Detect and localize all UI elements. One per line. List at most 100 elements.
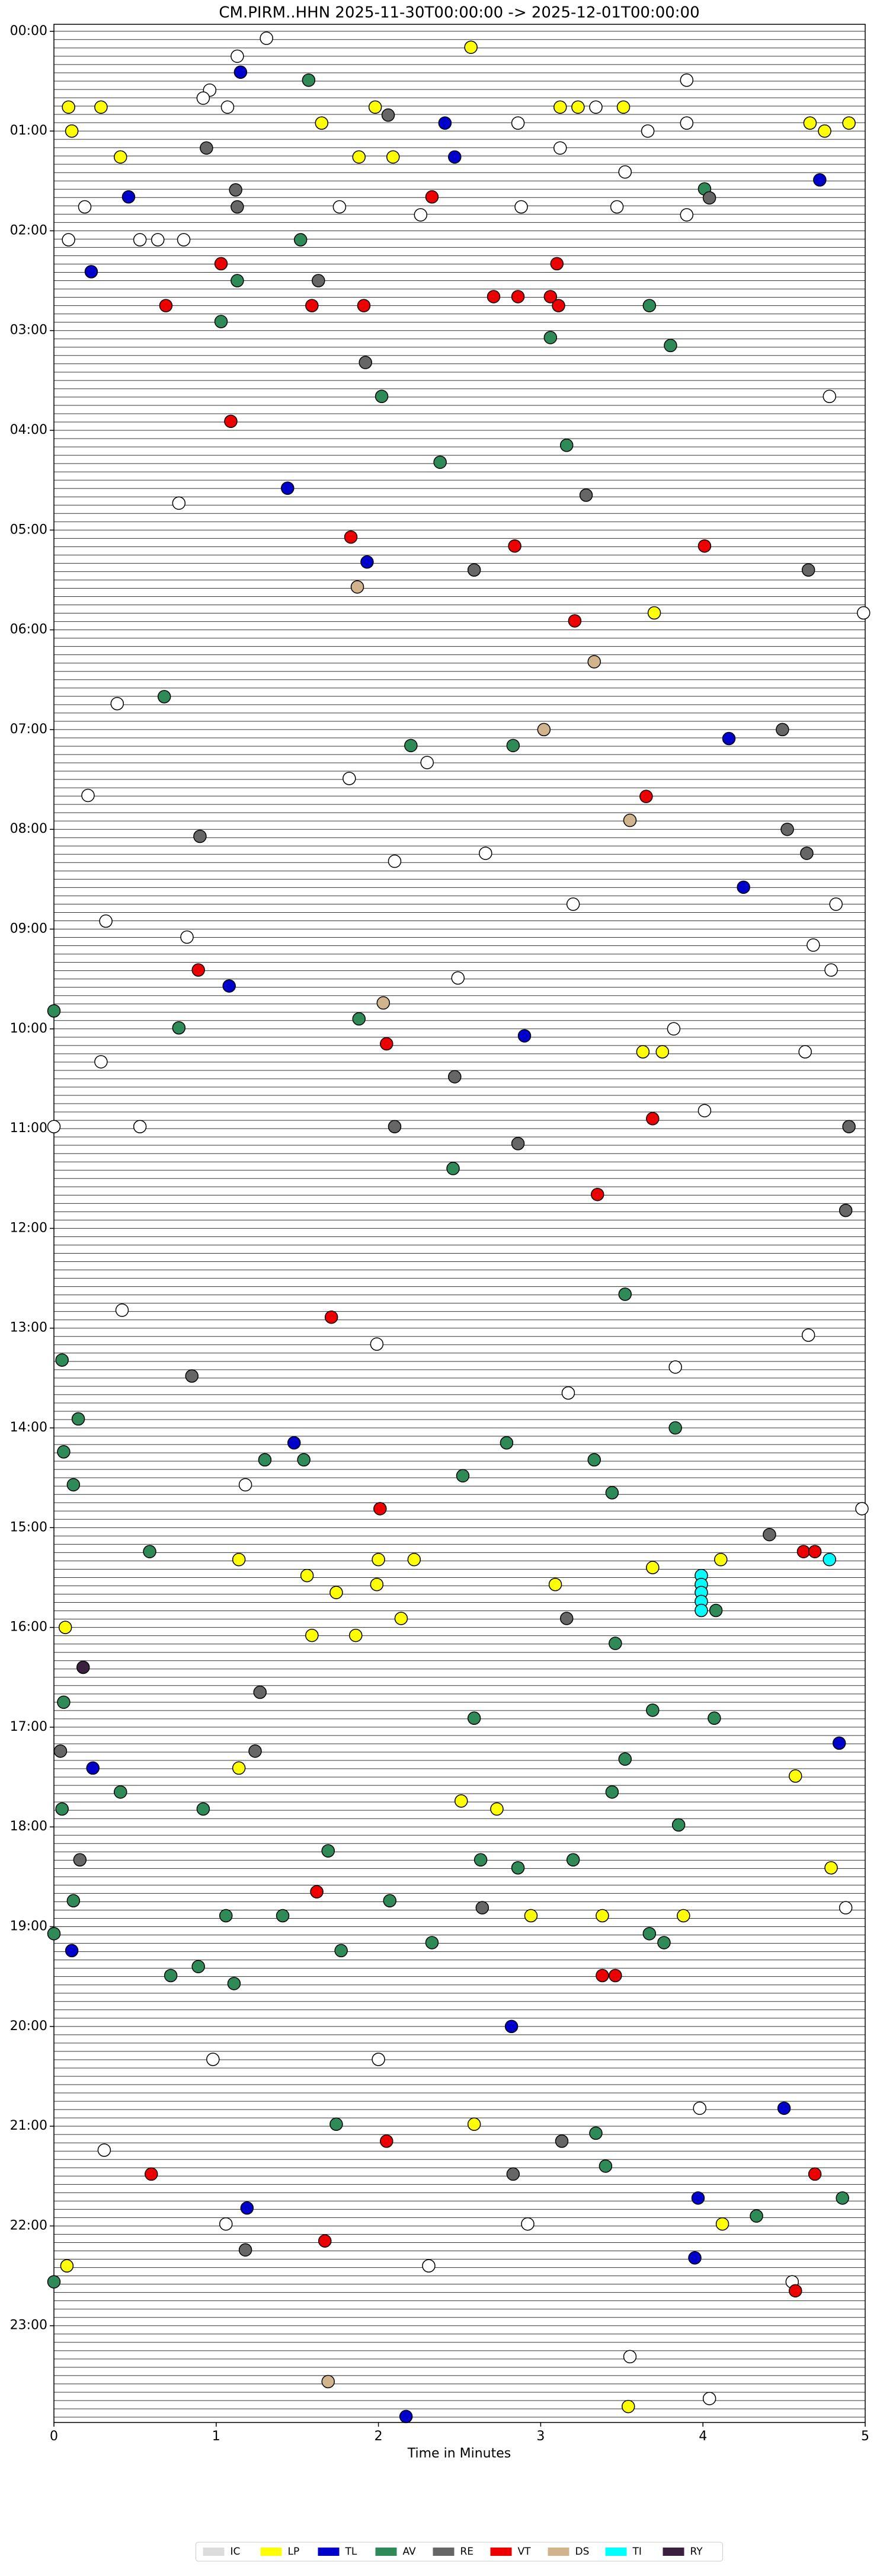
event-marker [647,606,661,620]
event-marker [157,690,171,704]
event-marker [537,723,551,737]
event-marker [680,116,694,130]
event-marker [193,829,207,843]
event-marker [376,996,391,1010]
event-marker [579,488,593,502]
event-marker [47,2275,61,2289]
legend-swatch [605,2548,627,2556]
event-marker [517,1029,532,1043]
event-marker [55,1802,69,1816]
event-marker [842,116,856,130]
event-marker [349,1628,363,1642]
event-marker [260,31,273,45]
event-marker [514,200,528,214]
event-marker [511,116,525,130]
event-marker [479,846,492,860]
event-marker [281,481,295,495]
event-marker [220,100,235,114]
event-marker [609,1637,622,1650]
event-marker [58,1621,72,1634]
event-marker [808,1545,822,1558]
y-tick-label: 23:00 [10,2318,47,2333]
y-tick-label: 22:00 [10,2218,47,2233]
event-marker [801,1328,815,1342]
event-marker [370,1337,384,1351]
y-tick-label: 10:00 [10,1021,47,1036]
legend-swatch [548,2548,569,2556]
event-marker [287,1436,301,1450]
event-marker [571,100,585,114]
event-marker [750,2209,763,2223]
event-marker [818,124,831,138]
event-marker [293,233,308,247]
y-tick-label: 03:00 [10,323,47,338]
event-marker [99,914,113,928]
event-marker [553,100,567,114]
y-tick-label: 06:00 [10,622,47,637]
event-marker [372,1552,385,1567]
event-marker [420,756,434,769]
event-marker [65,1944,79,1958]
event-marker [143,1545,156,1558]
event-marker [610,200,624,214]
event-marker [352,1012,366,1026]
event-marker [164,1968,178,1983]
y-tick-label: 14:00 [10,1420,47,1435]
event-marker [172,496,186,510]
y-tick-label: 01:00 [10,123,47,138]
event-marker [636,1045,650,1059]
event-marker [664,338,677,353]
event-marker [801,563,815,577]
event-marker [233,65,248,79]
event-marker [231,200,244,214]
legend-label: AV [403,2546,417,2558]
event-marker [177,233,191,247]
y-tick-label: 04:00 [10,423,47,437]
event-marker [708,1711,721,1725]
event-marker [803,116,817,130]
event-marker [232,1552,246,1567]
event-marker [276,1909,290,1923]
event-marker [180,930,194,944]
event-marker [86,1761,100,1775]
event-marker [60,2259,74,2273]
event-marker [446,1162,460,1175]
event-marker [383,1894,397,1908]
event-marker [702,2392,716,2405]
event-marker [114,150,127,164]
event-marker [524,1909,538,1923]
event-marker [599,2159,613,2173]
event-marker [191,963,205,977]
event-marker [196,1802,210,1816]
event-marker [344,530,358,544]
legend-label: TI [632,2546,642,2558]
x-tick-label: 4 [699,2429,707,2444]
event-marker [357,299,371,312]
event-marker [414,208,428,222]
event-marker [47,1120,61,1133]
event-marker [511,290,525,303]
legend-swatch [663,2548,684,2556]
event-marker [386,150,400,164]
event-marker [618,1287,632,1301]
event-marker [94,1055,108,1069]
event-marker [312,274,325,287]
event-marker [404,739,418,753]
event-marker [425,1936,439,1949]
x-axis-label: Time in Minutes [407,2446,511,2461]
event-marker [329,1586,343,1599]
event-marker [196,91,210,105]
x-tick-label: 1 [212,2429,220,2444]
event-marker [433,455,447,469]
x-tick-label: 0 [50,2429,58,2444]
event-marker [422,2259,436,2273]
event-marker [655,1045,669,1059]
event-marker [506,739,520,753]
event-marker [566,897,580,911]
chart-title: CM.PIRM..HHN 2025-11-30T00:00:00 -> 2025… [219,4,699,22]
event-marker [857,606,871,620]
event-marker [238,1478,252,1492]
x-tick-label: 3 [536,2429,545,2444]
event-marker [324,1310,338,1324]
event-marker [618,1752,632,1766]
